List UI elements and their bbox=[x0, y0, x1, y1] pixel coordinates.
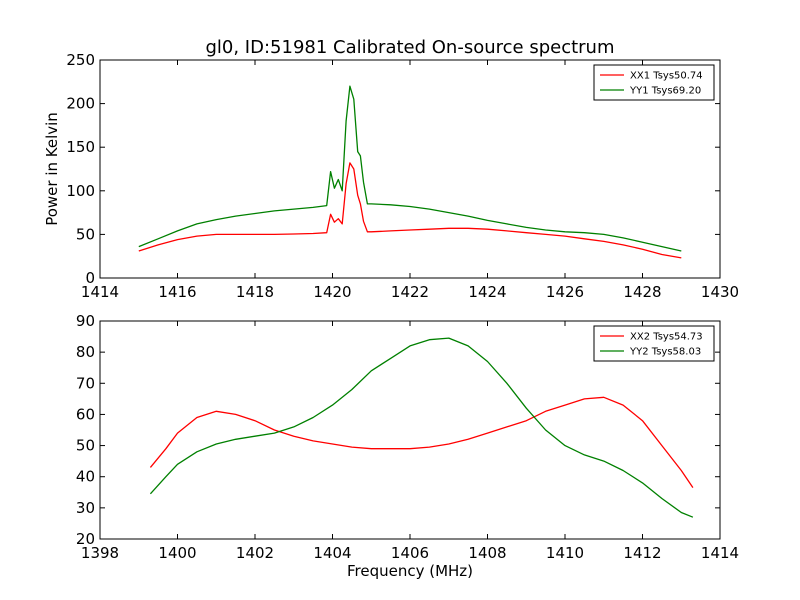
x-tick-label: 1408 bbox=[468, 544, 506, 562]
series-line-2-1 bbox=[149, 396, 694, 488]
panel-1: 1414 1416 1418 1420 1422 1424 1426 1428 1430 0 50 1… bbox=[66, 51, 739, 301]
series-line-2-2 bbox=[149, 337, 694, 518]
y-tick-label: 80 bbox=[76, 343, 95, 361]
chart-layer: 1414 1416 1418 1420 1422 1424 1426 1428 14300501… bbox=[66, 51, 739, 562]
y-tick-label: 90 bbox=[76, 312, 95, 330]
series-line-1-2 bbox=[138, 85, 682, 252]
x-tick-label: 1426 bbox=[546, 283, 584, 301]
legend-label: XX2 Tsys54.73 bbox=[630, 332, 703, 343]
x-tick-label: 1412 bbox=[623, 544, 661, 562]
x-tick-label: 1414 bbox=[81, 283, 119, 301]
x-tick-label: 1398 bbox=[81, 544, 119, 562]
x-tick-label: 1422 bbox=[391, 283, 429, 301]
x-tick-label: 1414 bbox=[701, 544, 739, 562]
y-tick-label: 250 bbox=[66, 51, 95, 69]
y-tick-label: 30 bbox=[76, 499, 95, 517]
legend: XX1 Tsys50.74 YY1 Tsys69.20 bbox=[593, 64, 715, 101]
x-tick-label: 1424 bbox=[468, 283, 506, 301]
x-tick-label: 1404 bbox=[313, 544, 351, 562]
x-tick-label: 1406 bbox=[391, 544, 429, 562]
legend-box bbox=[593, 64, 715, 101]
y-tick-label: 150 bbox=[66, 138, 95, 156]
y-tick-label: 50 bbox=[76, 225, 95, 243]
legend-label: YY1 Tsys69.20 bbox=[629, 86, 701, 97]
x-tick-label: 1430 bbox=[701, 283, 739, 301]
x-tick-label: 1428 bbox=[623, 283, 661, 301]
y-tick-label: 20 bbox=[76, 530, 95, 548]
panel-2: 1398 1400 1402 1404 1406 1408 1410 1412 1414 20 30… bbox=[76, 312, 739, 562]
legend-label: YY2 Tsys58.03 bbox=[629, 347, 701, 358]
y-tick-label: 0 bbox=[85, 269, 95, 287]
x-tick-label: 1400 bbox=[158, 544, 196, 562]
series-line-1-1 bbox=[138, 162, 682, 259]
x-tick-label: 1402 bbox=[236, 544, 274, 562]
x-tick-label: 1420 bbox=[313, 283, 351, 301]
x-tick-label: 1410 bbox=[546, 544, 584, 562]
y-tick-label: 100 bbox=[66, 182, 95, 200]
x-tick-label: 1418 bbox=[236, 283, 274, 301]
x-axis-label: Frequency (MHz) bbox=[347, 562, 473, 580]
y-tick-label: 70 bbox=[76, 374, 95, 392]
chart-title: gl0, ID:51981 Calibrated On-source spect… bbox=[205, 37, 614, 58]
y-tick-label: 50 bbox=[76, 437, 95, 455]
y-tick-label: 60 bbox=[76, 405, 95, 423]
legend-box bbox=[593, 325, 715, 362]
legend: XX2 Tsys54.73 YY2 Tsys58.03 bbox=[593, 325, 715, 362]
y-axis-label: Power in Kelvin bbox=[43, 112, 61, 226]
legend-label: XX1 Tsys50.74 bbox=[630, 71, 703, 82]
x-tick-label: 1416 bbox=[158, 283, 196, 301]
y-tick-label: 40 bbox=[76, 468, 95, 486]
y-tick-label: 200 bbox=[66, 95, 95, 113]
